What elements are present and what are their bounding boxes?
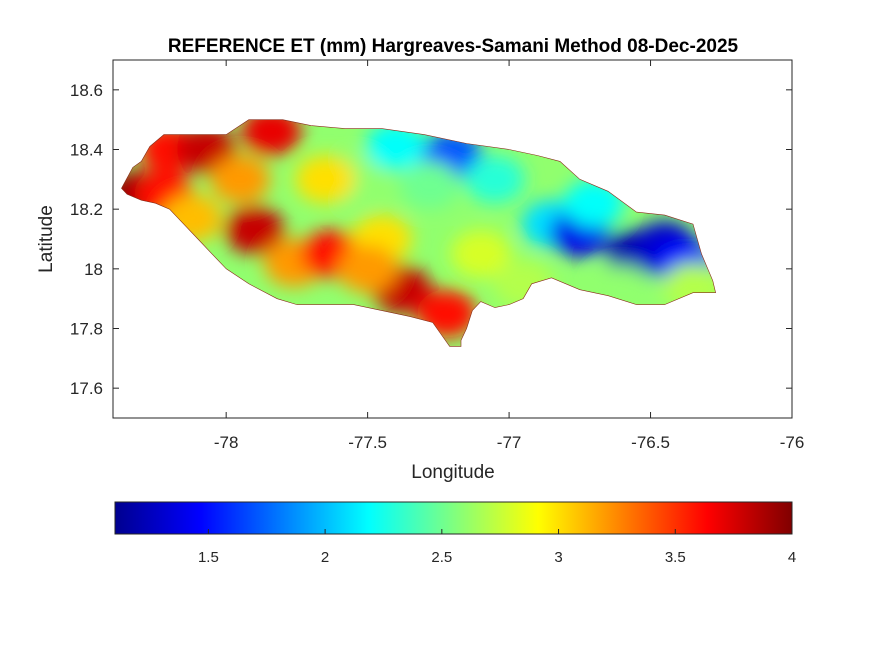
et-value-center-18 [399,161,460,210]
colorbar-tick-label: 3.5 [665,549,686,566]
y-tick-label: 17.6 [70,379,103,398]
y-tick-label: 18.4 [70,141,103,160]
y-tick-label: 18 [84,260,103,279]
chart-title: REFERENCE ET (mm) Hargreaves-Samani Meth… [168,36,739,57]
colorbar-tick-label: 3 [554,549,562,566]
x-tick-label: -78 [214,433,239,452]
region-outline [121,119,716,347]
colorbar [114,501,793,535]
et-value-center-5 [210,155,271,204]
colorbar-tick-label: 2 [321,549,329,566]
y-tick-label: 17.8 [70,320,103,339]
et-value-center-6 [224,206,285,255]
et-value-center-11 [295,155,356,204]
x-axis-ticks: -78 -77.5 -77 -76.5 -76 [214,60,804,452]
et-field-values [121,119,716,338]
y-tick-label: 18.2 [70,200,103,219]
colorbar-tick-label: 4 [788,549,796,566]
x-tick-label: -77.5 [348,433,387,452]
y-axis-label: Latitude [36,205,57,273]
et-value-center-20 [450,229,511,278]
colorbar-ticks: 1.5 2 2.5 3 3.5 4 [198,529,796,566]
colorbar-tick-label: 2.5 [431,549,452,566]
x-axis-label: Longitude [411,462,494,483]
et-value-center-15 [337,244,398,293]
et-value-center-16 [365,122,426,171]
et-value-center-19 [464,155,525,204]
x-tick-label: -76 [780,433,805,452]
x-tick-label: -76.5 [631,433,670,452]
colorbar-tick-label: 1.5 [198,549,219,566]
y-tick-label: 18.6 [70,81,103,100]
et-value-center-7 [241,119,302,156]
y-axis-ticks: 17.6 17.8 18 18.2 18.4 18.6 [70,81,792,398]
x-tick-label: -77 [497,433,522,452]
